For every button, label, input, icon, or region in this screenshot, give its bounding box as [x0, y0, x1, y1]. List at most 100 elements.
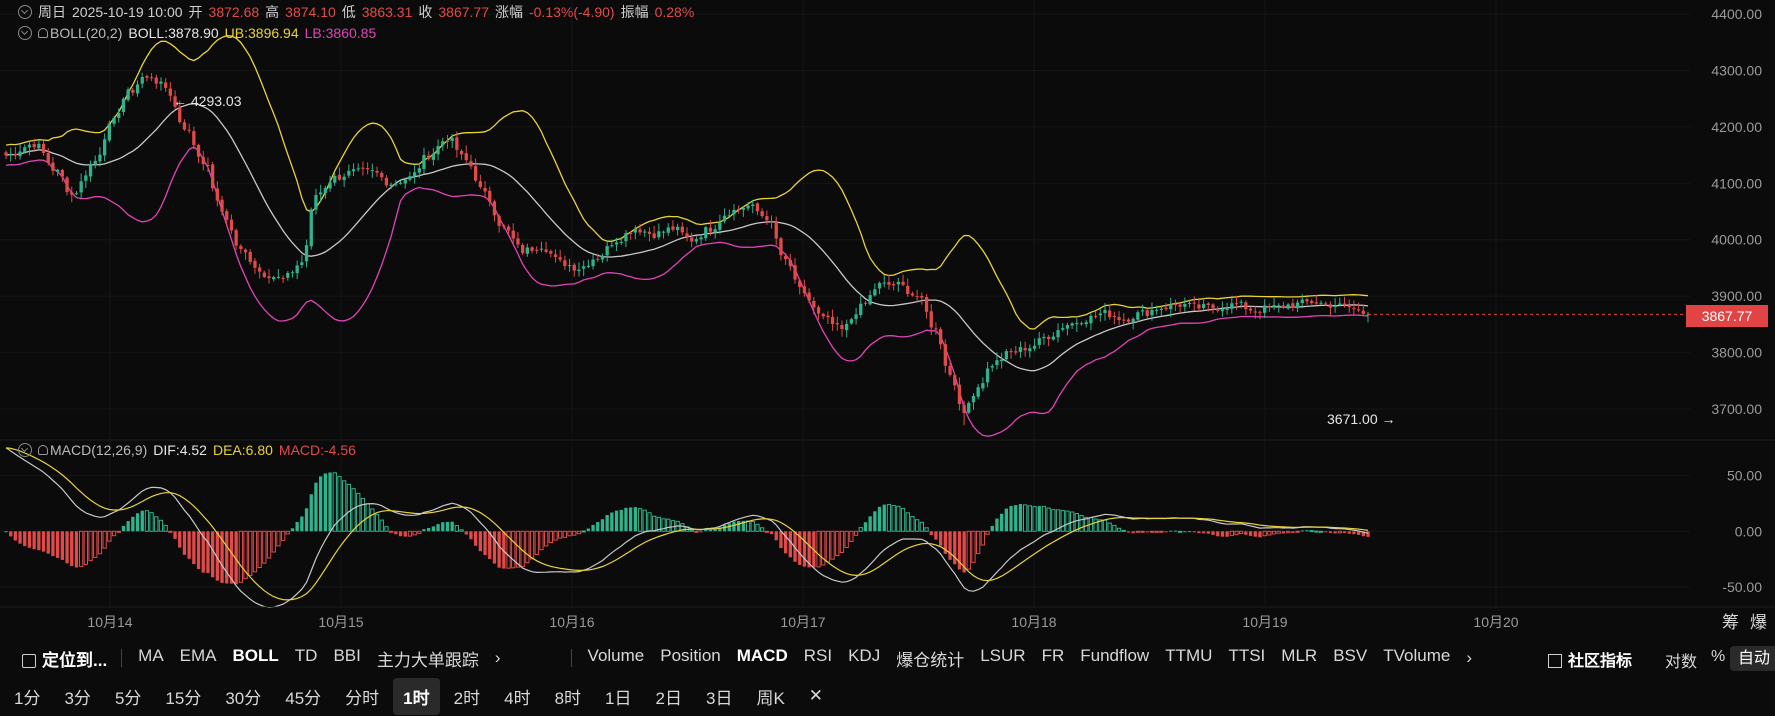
macd-bar — [276, 530, 281, 547]
sub-indicator-0[interactable]: Volume — [587, 645, 645, 665]
candle — [436, 139, 440, 161]
collapse-icon[interactable] — [18, 26, 32, 40]
sub-indicator-9[interactable]: TTMU — [1165, 645, 1213, 665]
sub-indicator-3[interactable]: RSI — [803, 645, 833, 665]
main-indicator-0[interactable]: MA — [138, 645, 164, 665]
chart-canvas[interactable]: 4400.00 4300.00 4200.00 4100.00 4000.00 3900.… — [0, 0, 1775, 636]
macd-bar — [1112, 524, 1117, 532]
macd-bar — [919, 521, 925, 532]
auto-scale-button[interactable]: 自动 — [1730, 644, 1775, 671]
macd-bar — [51, 531, 55, 557]
interval-9[interactable]: 4时 — [504, 688, 531, 708]
macd-bar — [548, 530, 554, 543]
sub-indicator-12[interactable]: BSV — [1333, 645, 1368, 665]
interval-3[interactable]: 15分 — [165, 688, 202, 708]
candle — [525, 243, 529, 257]
close-icon[interactable]: ✕ — [808, 686, 824, 705]
interval-6[interactable]: 分时 — [345, 688, 380, 708]
macd-bar — [506, 530, 511, 569]
sub-indicator-5[interactable]: 爆仓统计 — [896, 650, 965, 670]
main-indicator-2[interactable]: BOLL — [232, 645, 279, 665]
macd-bar — [1009, 506, 1013, 532]
x-tick-label: 10月16 — [549, 614, 594, 630]
macd-bar — [877, 506, 882, 532]
candle — [704, 225, 708, 241]
interval-7[interactable]: 1时 — [393, 677, 440, 715]
sub-indicator-8[interactable]: Fundflow — [1080, 645, 1150, 665]
percent-scale-button[interactable]: % — [1711, 648, 1726, 665]
interval-4[interactable]: 30分 — [225, 688, 262, 708]
sub-indicator-4[interactable]: KDJ — [848, 645, 881, 665]
macd-bar — [670, 520, 676, 532]
macd-bar — [211, 531, 215, 578]
candle — [849, 317, 853, 325]
candle — [178, 100, 182, 124]
candle — [506, 224, 511, 234]
locate-button[interactable]: 定位到... — [22, 646, 107, 671]
candle — [1324, 301, 1328, 306]
bell-icon[interactable] — [38, 28, 48, 38]
community-indicator-button[interactable]: 社区指标 — [1548, 647, 1632, 671]
main-indicator-5[interactable]: 主力大单跟踪 — [376, 650, 479, 670]
interval-2[interactable]: 5分 — [114, 688, 142, 708]
macd-bar — [591, 524, 595, 532]
sub-indicator-13[interactable]: TVolume — [1383, 645, 1451, 665]
candle — [408, 171, 412, 182]
main-indicator-4[interactable]: BBI — [333, 645, 361, 665]
interval-0[interactable]: 1分 — [14, 688, 41, 708]
interval-11[interactable]: 1日 — [605, 688, 632, 708]
interval-1[interactable]: 3分 — [64, 688, 91, 708]
sub-indicator-6[interactable]: LSUR — [980, 645, 1026, 665]
log-scale-button[interactable]: 对数 — [1665, 654, 1698, 671]
candle — [718, 214, 722, 235]
y-tick-label: 4000.00 — [1711, 232, 1762, 248]
candle — [1042, 333, 1046, 345]
macd-bar — [680, 523, 685, 532]
macd-bar — [107, 530, 112, 542]
macd-bar — [229, 531, 234, 584]
candle — [88, 160, 93, 182]
burst-button[interactable]: 爆 — [1750, 613, 1767, 632]
main-indicator-1[interactable]: EMA — [179, 645, 217, 665]
interval-8[interactable]: 2时 — [453, 688, 481, 708]
macd-bar — [356, 492, 361, 532]
sub-indicator-2[interactable]: MACD — [736, 645, 788, 665]
chevron-right-icon[interactable]: › — [1466, 648, 1472, 667]
sub-indicator-1[interactable]: Position — [660, 645, 721, 665]
macd-bar — [1093, 518, 1098, 532]
candle — [70, 186, 74, 203]
macd-bar — [793, 531, 797, 562]
macd-bar — [422, 529, 426, 532]
candle — [206, 157, 210, 172]
macd-bar — [13, 531, 17, 541]
interval-14[interactable]: 周K — [756, 688, 785, 708]
macd-bar — [32, 531, 36, 550]
candle — [98, 147, 102, 167]
candle — [1366, 311, 1370, 323]
change-label: 涨幅 — [494, 4, 523, 20]
main-indicator-3[interactable]: TD — [294, 645, 318, 665]
interval-12[interactable]: 2日 — [655, 688, 682, 708]
bell-icon[interactable] — [38, 445, 48, 455]
sub-indicator-11[interactable]: MLR — [1281, 645, 1318, 665]
amp-value: 0.28% — [654, 4, 695, 20]
collapse-icon[interactable] — [18, 443, 32, 457]
x-tick-label: 10月14 — [87, 614, 132, 630]
collapse-icon[interactable] — [18, 5, 32, 19]
sub-indicator-7[interactable]: FR — [1041, 645, 1065, 665]
chevron-right-icon[interactable]: › — [494, 648, 501, 667]
interval-13[interactable]: 3日 — [705, 688, 733, 708]
candle — [976, 384, 980, 400]
candle — [267, 269, 271, 284]
chip-button[interactable]: 筹 — [1722, 613, 1739, 632]
candle — [215, 181, 219, 207]
candle — [1291, 298, 1295, 312]
candle — [924, 294, 929, 319]
macd-panel — [4, 447, 1370, 609]
interval-10[interactable]: 8时 — [554, 688, 582, 708]
interval-5[interactable]: 45分 — [285, 688, 322, 708]
macd-bar — [849, 530, 854, 542]
macd-bar — [1046, 507, 1051, 532]
macd-bar — [1305, 530, 1309, 532]
sub-indicator-10[interactable]: TTSI — [1228, 645, 1266, 665]
